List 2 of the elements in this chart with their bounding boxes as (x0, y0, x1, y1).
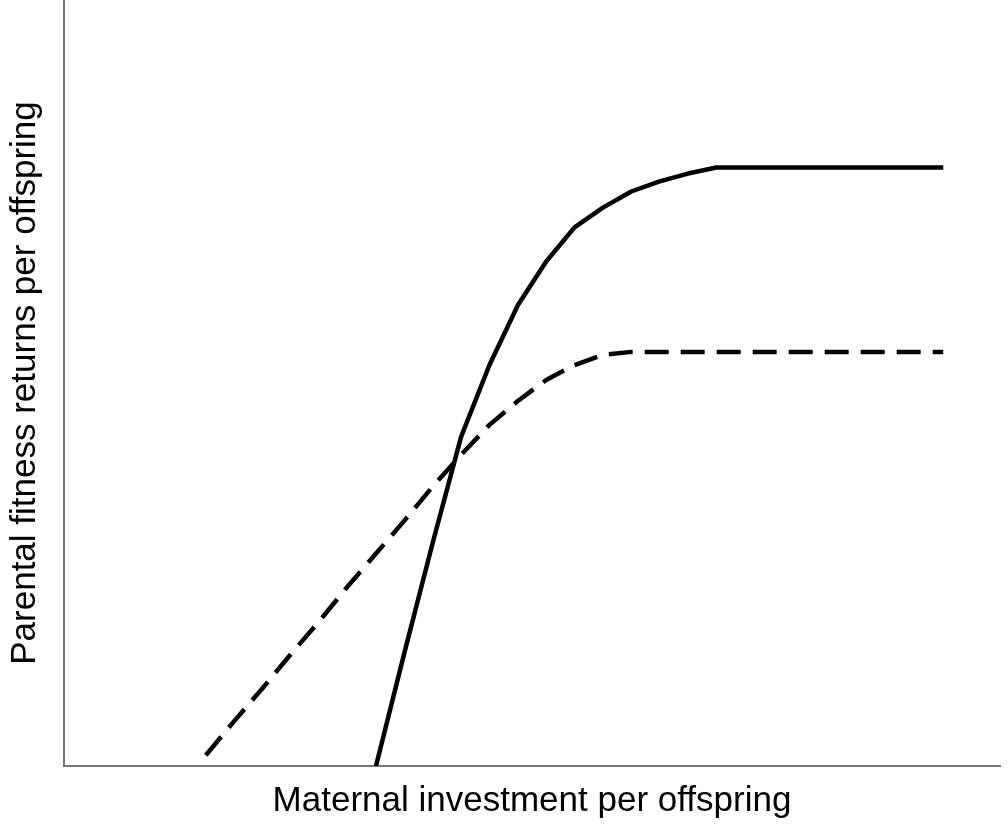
y-axis-title: Parental fitness returns per offspring (2, 101, 42, 665)
x-axis-title: Maternal investment per offspring (272, 778, 792, 818)
